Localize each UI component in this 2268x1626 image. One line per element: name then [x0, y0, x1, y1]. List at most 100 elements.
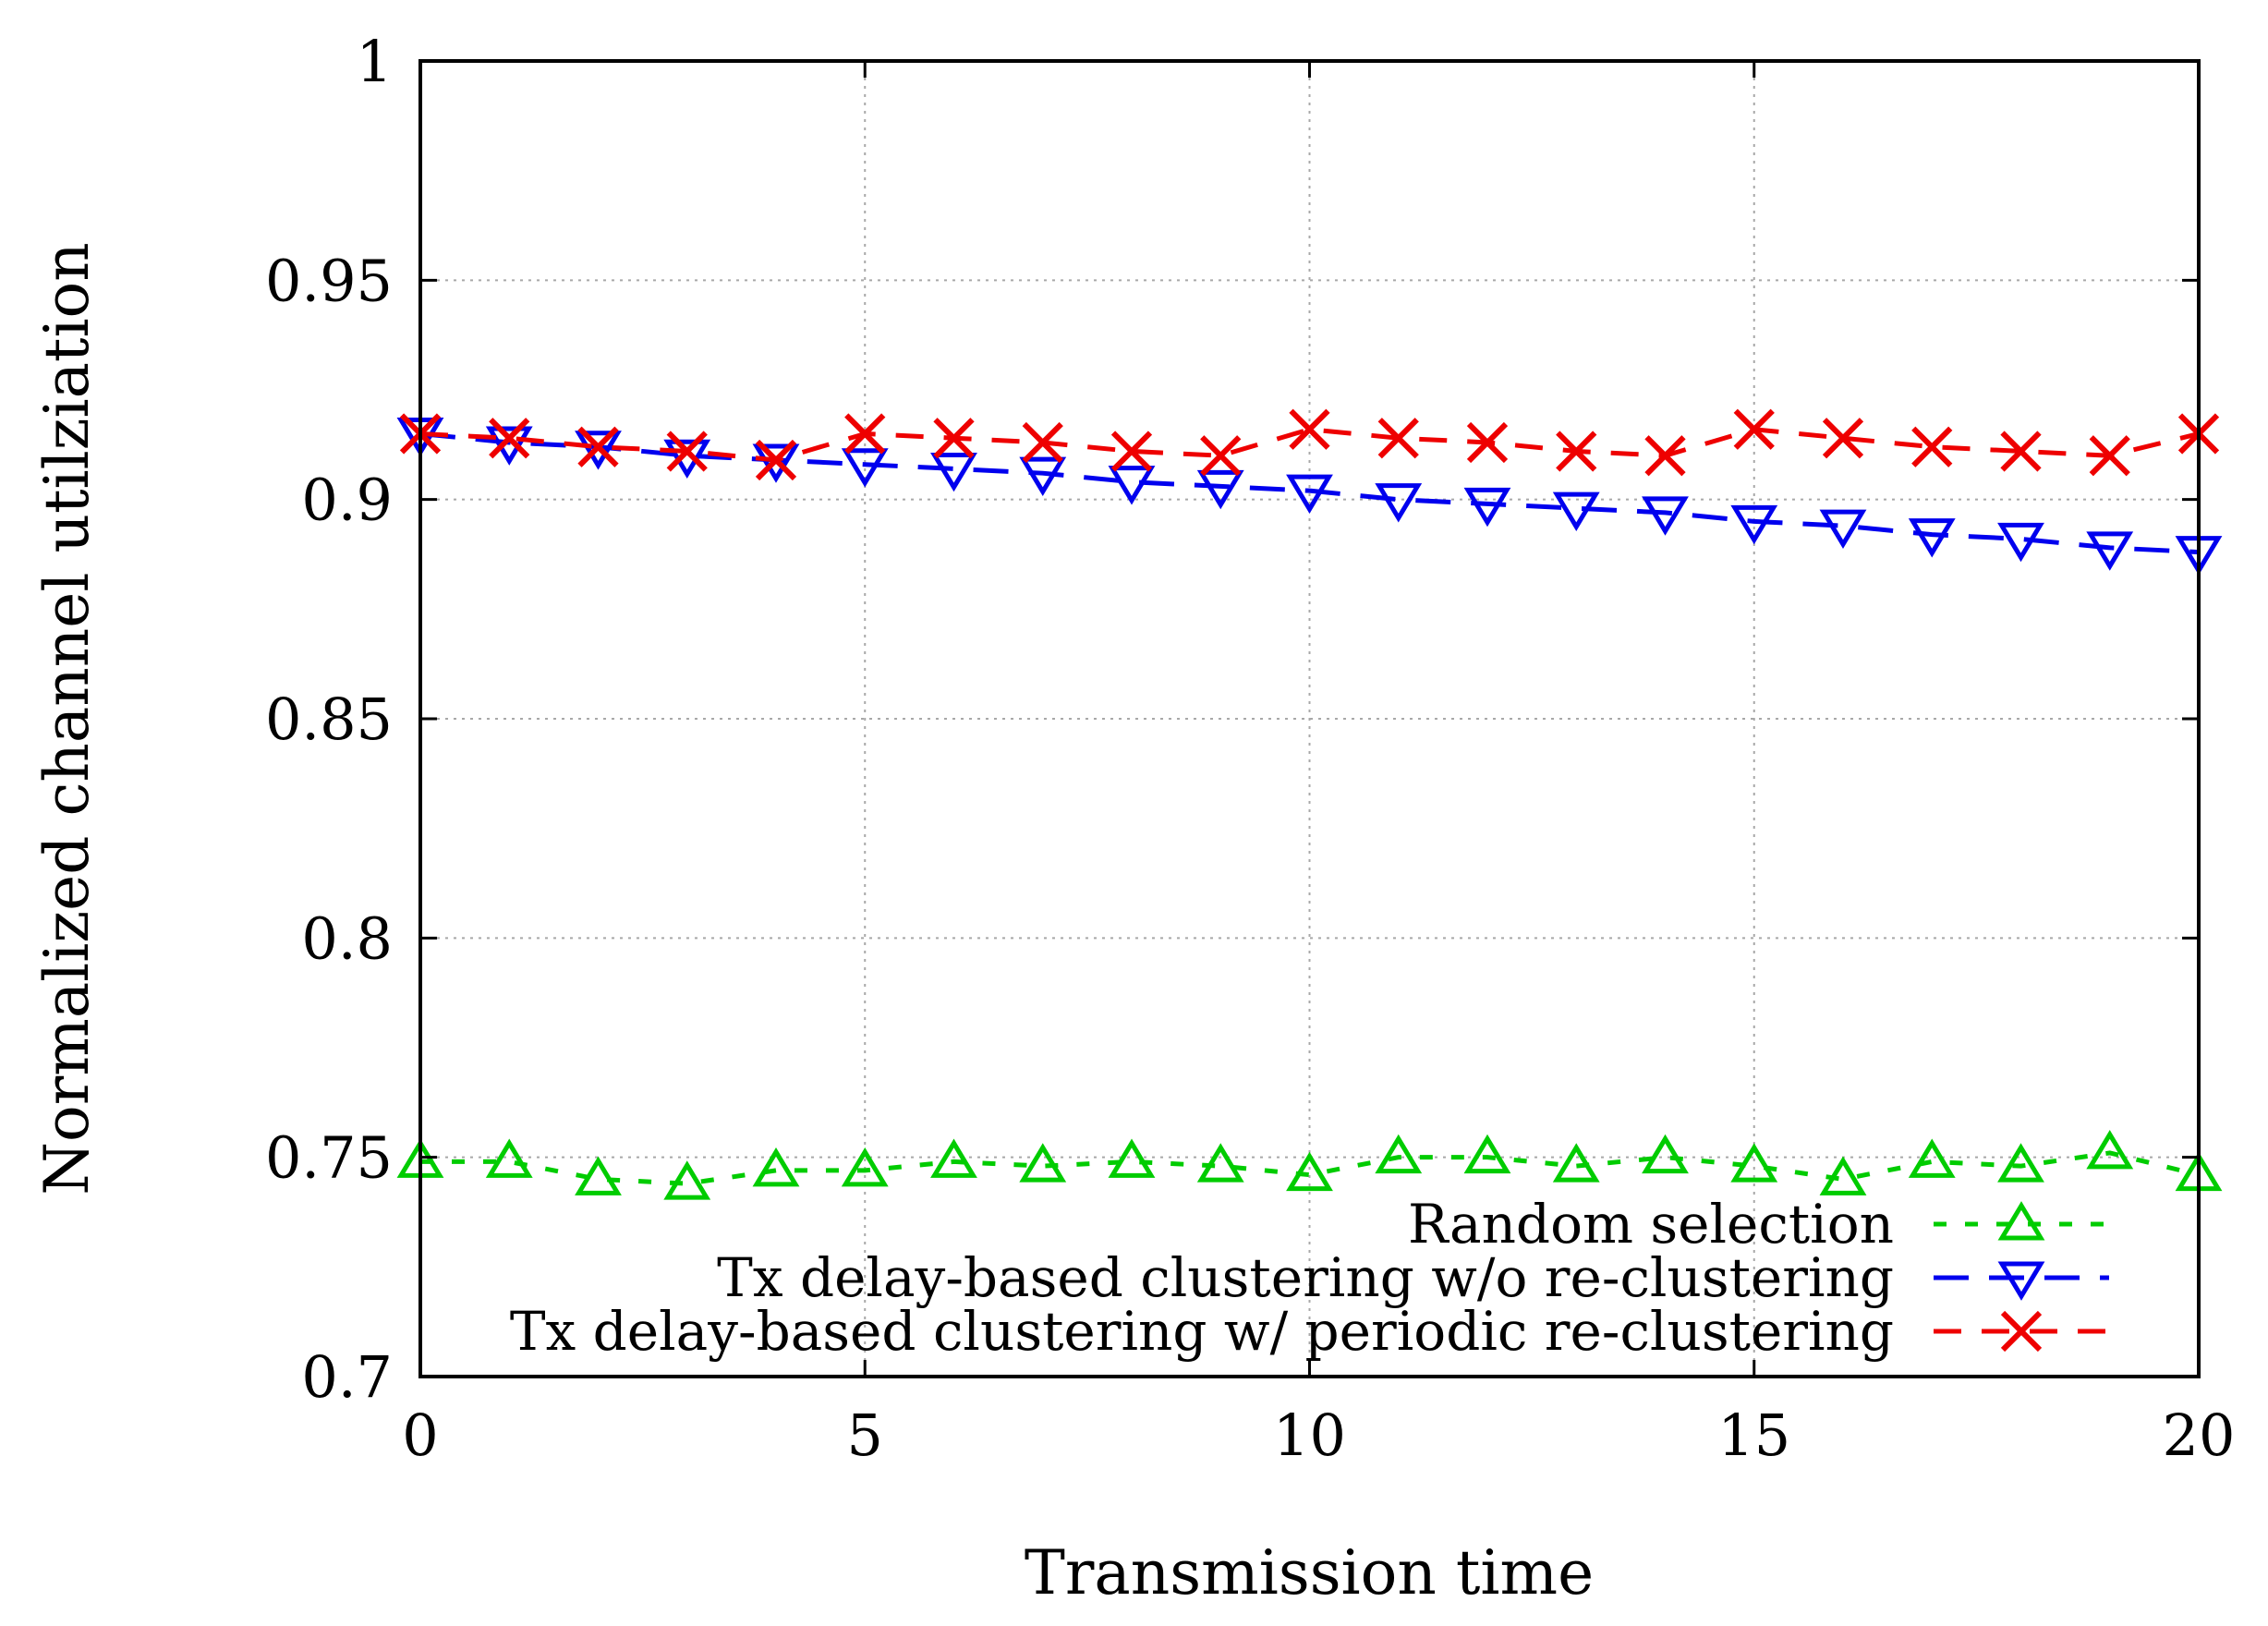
data-point: [1642, 1134, 1689, 1174]
marker-stroke: [577, 426, 619, 467]
data-point: [841, 1147, 889, 1187]
legend-label: Tx delay-based clustering w/ periodic re…: [510, 1300, 1894, 1363]
data-point: [1108, 466, 1156, 505]
data-point: [1108, 1138, 1156, 1178]
data-point: [1466, 421, 1509, 464]
data-point: [1730, 504, 1778, 545]
data-point: [485, 1138, 533, 1178]
data-point: [663, 1160, 711, 1200]
y-tick-label: 0.9: [301, 467, 393, 534]
data-point: [1644, 435, 1686, 477]
data-point: [575, 431, 622, 470]
data-point: [1997, 1143, 2044, 1183]
y-tick-label: 0.8: [301, 904, 393, 972]
data-point: [2089, 435, 2130, 477]
data-point: [1730, 1143, 1778, 1183]
data-point: [1286, 1151, 1333, 1192]
data-point: [1289, 408, 1330, 450]
data-point: [1463, 487, 1511, 528]
x-tick-label: 15: [1717, 1402, 1790, 1469]
legend-entry: Random selection: [1408, 1193, 2109, 1256]
marker-stroke: [933, 418, 975, 459]
data-point: [1200, 435, 1242, 477]
data-point: [1733, 408, 1775, 450]
data-point: [1819, 509, 1867, 550]
data-point: [844, 413, 886, 455]
marker-stroke: [1911, 426, 1953, 467]
series-line: [419, 427, 2200, 463]
marker-stroke: [844, 413, 886, 455]
data-point: [1552, 491, 1600, 532]
legend-marker: [1997, 1261, 2045, 1301]
data-point: [841, 448, 889, 488]
ticks: [418, 59, 2201, 1378]
data-point: [1463, 1134, 1511, 1174]
x-tick-label: 0: [402, 1402, 438, 1469]
y-axis-title: Normalized channel utilziation: [31, 242, 103, 1195]
data-point: [1642, 496, 1689, 536]
data-point: [1375, 1134, 1423, 1174]
marker-stroke: [2089, 435, 2130, 477]
marker-stroke: [1377, 418, 1419, 459]
data-point: [577, 426, 619, 467]
legend-entry: Tx delay-based clustering w/ periodic re…: [510, 1300, 2109, 1363]
data-point: [1552, 1143, 1600, 1183]
x-tick-label: 5: [847, 1402, 883, 1469]
data-point: [752, 1147, 800, 1187]
marker-stroke: [2000, 1310, 2043, 1353]
data-point: [1196, 469, 1244, 510]
tick-labels: 0 5 10 15 20 0.7 0.75 0.8 0.85 0.9 0.95 1: [265, 28, 2236, 1469]
x-axis-title: Transmission time: [1025, 1537, 1594, 1608]
data-point: [2000, 431, 2042, 472]
data-point: [930, 452, 977, 492]
data-point: [1819, 1156, 1867, 1195]
marker-stroke: [1556, 431, 1597, 472]
data-point: [1019, 1143, 1067, 1183]
legend-label: Random selection: [1408, 1193, 1894, 1256]
data-point: [1286, 474, 1333, 515]
series-line: [419, 431, 2200, 555]
data-point: [1822, 418, 1864, 459]
data-point: [1908, 1138, 1956, 1178]
marker-stroke: [1110, 431, 1153, 472]
data-point: [1022, 421, 1063, 464]
data-point: [755, 439, 797, 481]
data-point: [1196, 1143, 1244, 1183]
y-tick-label: 1: [357, 28, 393, 95]
y-tick-label: 0.85: [265, 686, 393, 753]
data-point: [930, 1138, 977, 1178]
series-layer: [396, 408, 2223, 1200]
data-point: [1110, 431, 1153, 472]
marker-stroke: [1022, 421, 1063, 464]
marker-stroke: [1200, 435, 1242, 477]
data-point: [2086, 1130, 2134, 1170]
legend-label: Tx delay-based clustering w/o re-cluster…: [717, 1246, 1894, 1309]
data-point: [752, 443, 800, 483]
x-tick-label: 10: [1273, 1402, 1346, 1469]
data-point: [1997, 522, 2044, 563]
marker-stroke: [666, 431, 708, 472]
marker-stroke: [1289, 408, 1330, 450]
data-point: [1375, 483, 1423, 523]
y-tick-label: 0.7: [301, 1343, 393, 1411]
grid: [420, 61, 2199, 1377]
marker-stroke: [1733, 408, 1775, 450]
legend-entry: Tx delay-based clustering w/o re-cluster…: [717, 1246, 2109, 1309]
data-point: [1019, 456, 1067, 497]
data-point: [1908, 518, 1956, 558]
marker-stroke: [489, 418, 530, 459]
marker-stroke: [1822, 418, 1864, 459]
data-point: [575, 1156, 622, 1195]
marker-stroke: [1644, 435, 1686, 477]
data-point: [2086, 531, 2134, 571]
data-point: [1377, 418, 1419, 459]
legend-marker: [2000, 1310, 2043, 1353]
data-point: [1911, 426, 1953, 467]
legend-marker: [1997, 1201, 2045, 1241]
marker-stroke: [2000, 431, 2042, 472]
data-point: [489, 418, 530, 459]
data-point: [933, 418, 975, 459]
y-tick-label: 0.95: [265, 247, 393, 314]
